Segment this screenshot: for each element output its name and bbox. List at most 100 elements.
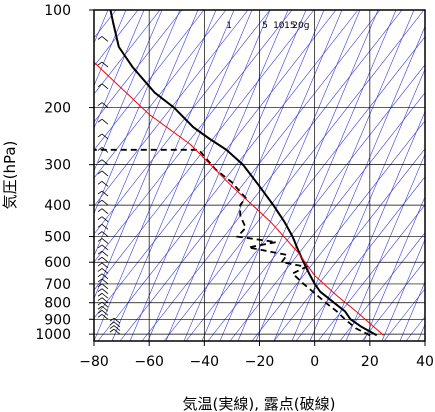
adiabat-line bbox=[273, 148, 425, 341]
wind-barb bbox=[101, 170, 109, 177]
adiabat-line bbox=[94, 10, 205, 151]
isotherm-line bbox=[327, 110, 425, 341]
adiabat-line bbox=[94, 10, 183, 123]
y-tick-label: 300 bbox=[44, 158, 71, 174]
wind-barb-flag bbox=[97, 61, 103, 66]
isotherm-line bbox=[94, 10, 199, 257]
x-tick-label: −40 bbox=[190, 354, 220, 370]
wind-barb bbox=[101, 102, 109, 108]
y-tick-label: 800 bbox=[44, 296, 71, 312]
wind-barb bbox=[101, 231, 109, 237]
isotherm-line bbox=[94, 10, 235, 341]
y-tick-label: 900 bbox=[44, 312, 71, 328]
wind-barb bbox=[101, 83, 109, 90]
adiabat-line bbox=[94, 10, 161, 95]
wind-barb bbox=[101, 250, 109, 257]
wind-barb bbox=[101, 199, 109, 206]
wind-barb bbox=[101, 288, 109, 294]
isotherm-line bbox=[165, 10, 307, 341]
x-tick-label: 20 bbox=[361, 354, 379, 370]
wind-barb-flag bbox=[97, 159, 103, 163]
y-tick-label: 500 bbox=[44, 230, 71, 246]
wind-barb-flag bbox=[97, 288, 103, 292]
x-tick-label: −20 bbox=[245, 354, 275, 370]
grid-lines bbox=[93, 9, 426, 341]
wind-barb-flag bbox=[97, 102, 103, 106]
adiabat-line bbox=[94, 10, 271, 235]
adiabat-line bbox=[163, 10, 425, 341]
wind-barb-flag bbox=[97, 292, 103, 297]
x-tick-label: 40 bbox=[416, 354, 434, 370]
wind-barb bbox=[101, 297, 109, 304]
wind-barb-flag bbox=[97, 283, 103, 288]
x-axis-title: 気温(実線), 露点(破線) bbox=[183, 395, 336, 412]
wind-barb bbox=[101, 208, 109, 214]
dewpoint-line bbox=[94, 148, 371, 337]
wind-barb-flag bbox=[97, 313, 103, 318]
isotherm-line bbox=[309, 68, 425, 341]
wind-barb-flag bbox=[97, 262, 103, 267]
adiabat-line bbox=[94, 10, 227, 179]
adiabat-line bbox=[141, 10, 403, 341]
mixing-ratio-label: 5 bbox=[262, 21, 268, 31]
wind-barb-flag bbox=[97, 190, 103, 195]
mixing-ratio-label: 15 bbox=[284, 21, 295, 31]
wind-barb-flag bbox=[109, 317, 115, 322]
adiabat-line bbox=[295, 176, 425, 341]
adiabat-line bbox=[339, 232, 425, 341]
wind-barb-flag bbox=[97, 250, 103, 255]
wind-barb-flag bbox=[97, 238, 103, 242]
wind-barb bbox=[101, 36, 109, 42]
isotherm-line bbox=[94, 10, 127, 87]
wind-barb bbox=[101, 262, 109, 269]
wind-barb-flag bbox=[97, 36, 103, 40]
wind-barb bbox=[113, 317, 121, 324]
x-tick-label: 0 bbox=[310, 354, 319, 370]
wind-barb-flag bbox=[97, 199, 103, 204]
x-axis-ticks: −80 −60 −40 −20 0 20 40 bbox=[79, 341, 434, 370]
wind-barb bbox=[101, 278, 109, 285]
adiabat-line bbox=[251, 120, 425, 341]
mixing-ratio-label: 10 bbox=[273, 21, 285, 31]
parcel-line bbox=[94, 61, 384, 336]
isotherm-line bbox=[363, 196, 425, 341]
isotherm-line bbox=[237, 10, 379, 341]
wind-barb bbox=[101, 159, 109, 165]
wind-barb bbox=[113, 325, 121, 331]
y-tick-label: 100 bbox=[44, 3, 71, 19]
wind-barb-flag bbox=[97, 273, 103, 278]
adiabat-line bbox=[94, 10, 315, 291]
isotherm-line bbox=[147, 10, 289, 341]
wind-barb-flag bbox=[97, 224, 103, 228]
wind-barb bbox=[101, 224, 109, 230]
wind-barb bbox=[101, 283, 109, 290]
isotherm-line bbox=[273, 10, 415, 341]
isotherm-line bbox=[94, 10, 181, 215]
wind-barb bbox=[101, 292, 109, 299]
wind-barb-flag bbox=[97, 133, 103, 138]
wind-barb bbox=[101, 268, 109, 274]
adiabat-line bbox=[185, 36, 425, 341]
wind-barbs bbox=[97, 36, 121, 335]
wind-barb bbox=[101, 118, 109, 125]
wind-barb-flag bbox=[97, 118, 103, 123]
wind-barb bbox=[101, 244, 109, 251]
wind-barb-flag bbox=[97, 181, 103, 185]
wind-barb-flag bbox=[109, 321, 115, 326]
adiabat-line bbox=[94, 10, 337, 319]
wind-barb-flag bbox=[97, 297, 103, 302]
y-tick-label: 400 bbox=[44, 198, 71, 214]
wind-barb-flag bbox=[97, 268, 103, 272]
adiabat-line bbox=[94, 10, 293, 263]
adiabat-line bbox=[361, 260, 425, 341]
wind-barb bbox=[101, 190, 109, 197]
mixing-ratio-label: 20g bbox=[292, 21, 309, 31]
wind-barb-flag bbox=[109, 328, 115, 333]
y-tick-label: 700 bbox=[44, 277, 71, 293]
mixing-ratio-label: 1 bbox=[226, 21, 232, 31]
wind-barb-flag bbox=[97, 278, 103, 283]
isotherm-line bbox=[94, 10, 145, 129]
wind-barb-flag bbox=[97, 170, 103, 175]
